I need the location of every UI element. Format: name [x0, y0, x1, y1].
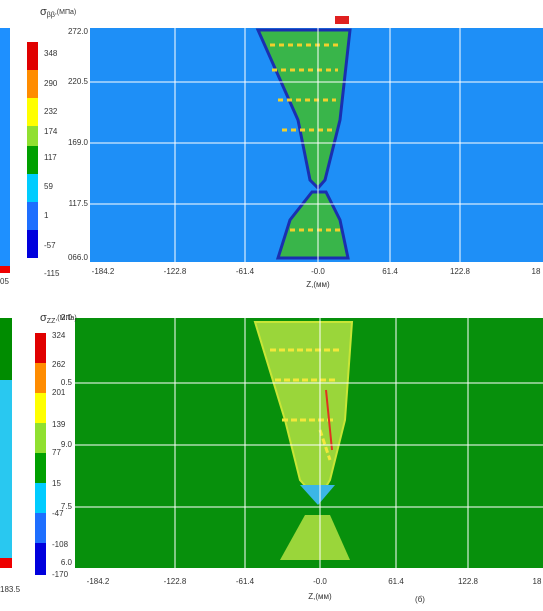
- x-tick-label: 18: [532, 267, 541, 276]
- colorbar-label: 232: [44, 107, 58, 116]
- colorbar-label: 1: [44, 211, 49, 220]
- stress-peak: [335, 16, 349, 24]
- stress-peak: [325, 389, 333, 451]
- x-tick-label: -184.2: [92, 267, 115, 276]
- y-tick-label: 6.0: [61, 558, 73, 567]
- stress-field: [275, 190, 350, 260]
- colorbar-label: 117: [44, 153, 57, 162]
- y-tick-label: 0.5: [61, 378, 73, 387]
- colorbar-title: σZZ,(МПа): [40, 312, 77, 325]
- colorbar: [35, 333, 46, 575]
- x-tick-label: -61.4: [236, 577, 255, 586]
- colorbar-label: -170: [52, 570, 69, 579]
- x-tick-label: -122.8: [164, 577, 187, 586]
- y-tick-label: 9.0: [61, 440, 73, 449]
- colorbar-label: -108: [52, 540, 69, 549]
- x-tick-label: 61.4: [388, 577, 404, 586]
- colorbar-subscript: ββ: [47, 12, 55, 19]
- colorbar-label: 290: [44, 79, 58, 88]
- y-tick-label: 2.0: [61, 313, 73, 322]
- fragment-plot: [0, 380, 12, 558]
- fragment-plot: [0, 28, 10, 273]
- x-tick-label: -184.2: [87, 577, 110, 586]
- colorbar-symbol: σ: [40, 312, 47, 324]
- colorbar-label: 348: [44, 49, 58, 58]
- y-tick-label: 169.0: [68, 138, 89, 147]
- colorbar-symbol: σ: [40, 6, 47, 18]
- x-tick-label: 122.8: [458, 577, 479, 586]
- colorbar-label: 15: [52, 479, 61, 488]
- colorbar-label: 174: [44, 127, 58, 136]
- y-tick-label: 066.0: [68, 253, 89, 262]
- colorbar-label: 139: [52, 420, 66, 429]
- colorbar-label: 201: [52, 388, 66, 397]
- fragment-label: 183.5: [0, 585, 21, 594]
- colorbar-title: σββ,(МПа): [40, 6, 76, 19]
- x-tick-label: -61.4: [236, 267, 255, 276]
- y-tick-label: 117.5: [69, 199, 89, 208]
- stress-pattern: [270, 348, 340, 461]
- colorbar-unit: ,(МПа): [55, 315, 76, 322]
- x-tick-label: 18: [533, 577, 542, 586]
- colorbar-label: -57: [44, 241, 56, 250]
- colorbar-label: 59: [44, 182, 53, 191]
- fragment-label: 05: [0, 277, 9, 286]
- stress-field: [300, 485, 335, 505]
- fragment-plot: [0, 266, 10, 273]
- y-tick-label: 7.5: [61, 502, 73, 511]
- x-tick-label: 61.4: [382, 267, 398, 276]
- stress-pattern: [270, 43, 340, 232]
- colorbar-label: 77: [52, 448, 61, 457]
- colorbar: [27, 42, 38, 258]
- x-tick-label: -122.8: [164, 267, 187, 276]
- caption: (б): [415, 595, 425, 604]
- colorbar-label: 324: [52, 331, 66, 340]
- colorbar-subscript: ZZ: [47, 318, 56, 325]
- colorbar-label: -47: [52, 509, 64, 518]
- stress-field: [280, 515, 350, 560]
- x-axis-label: Z,(мм): [308, 592, 332, 601]
- colorbar-unit: ,(МПа): [55, 9, 76, 16]
- fragment-plot: [0, 318, 12, 380]
- x-tick-label: -0.0: [311, 267, 325, 276]
- x-axis-label: Z,(мм): [306, 280, 330, 289]
- y-tick-label: 220.5: [68, 77, 89, 86]
- x-tick-label: -0.0: [313, 577, 327, 586]
- fragment-plot: [0, 558, 12, 568]
- y-tick-label: 272.0: [68, 27, 89, 36]
- colorbar-label: -115: [44, 269, 60, 278]
- x-tick-label: 122.8: [450, 267, 471, 276]
- colorbar-label: 262: [52, 360, 66, 369]
